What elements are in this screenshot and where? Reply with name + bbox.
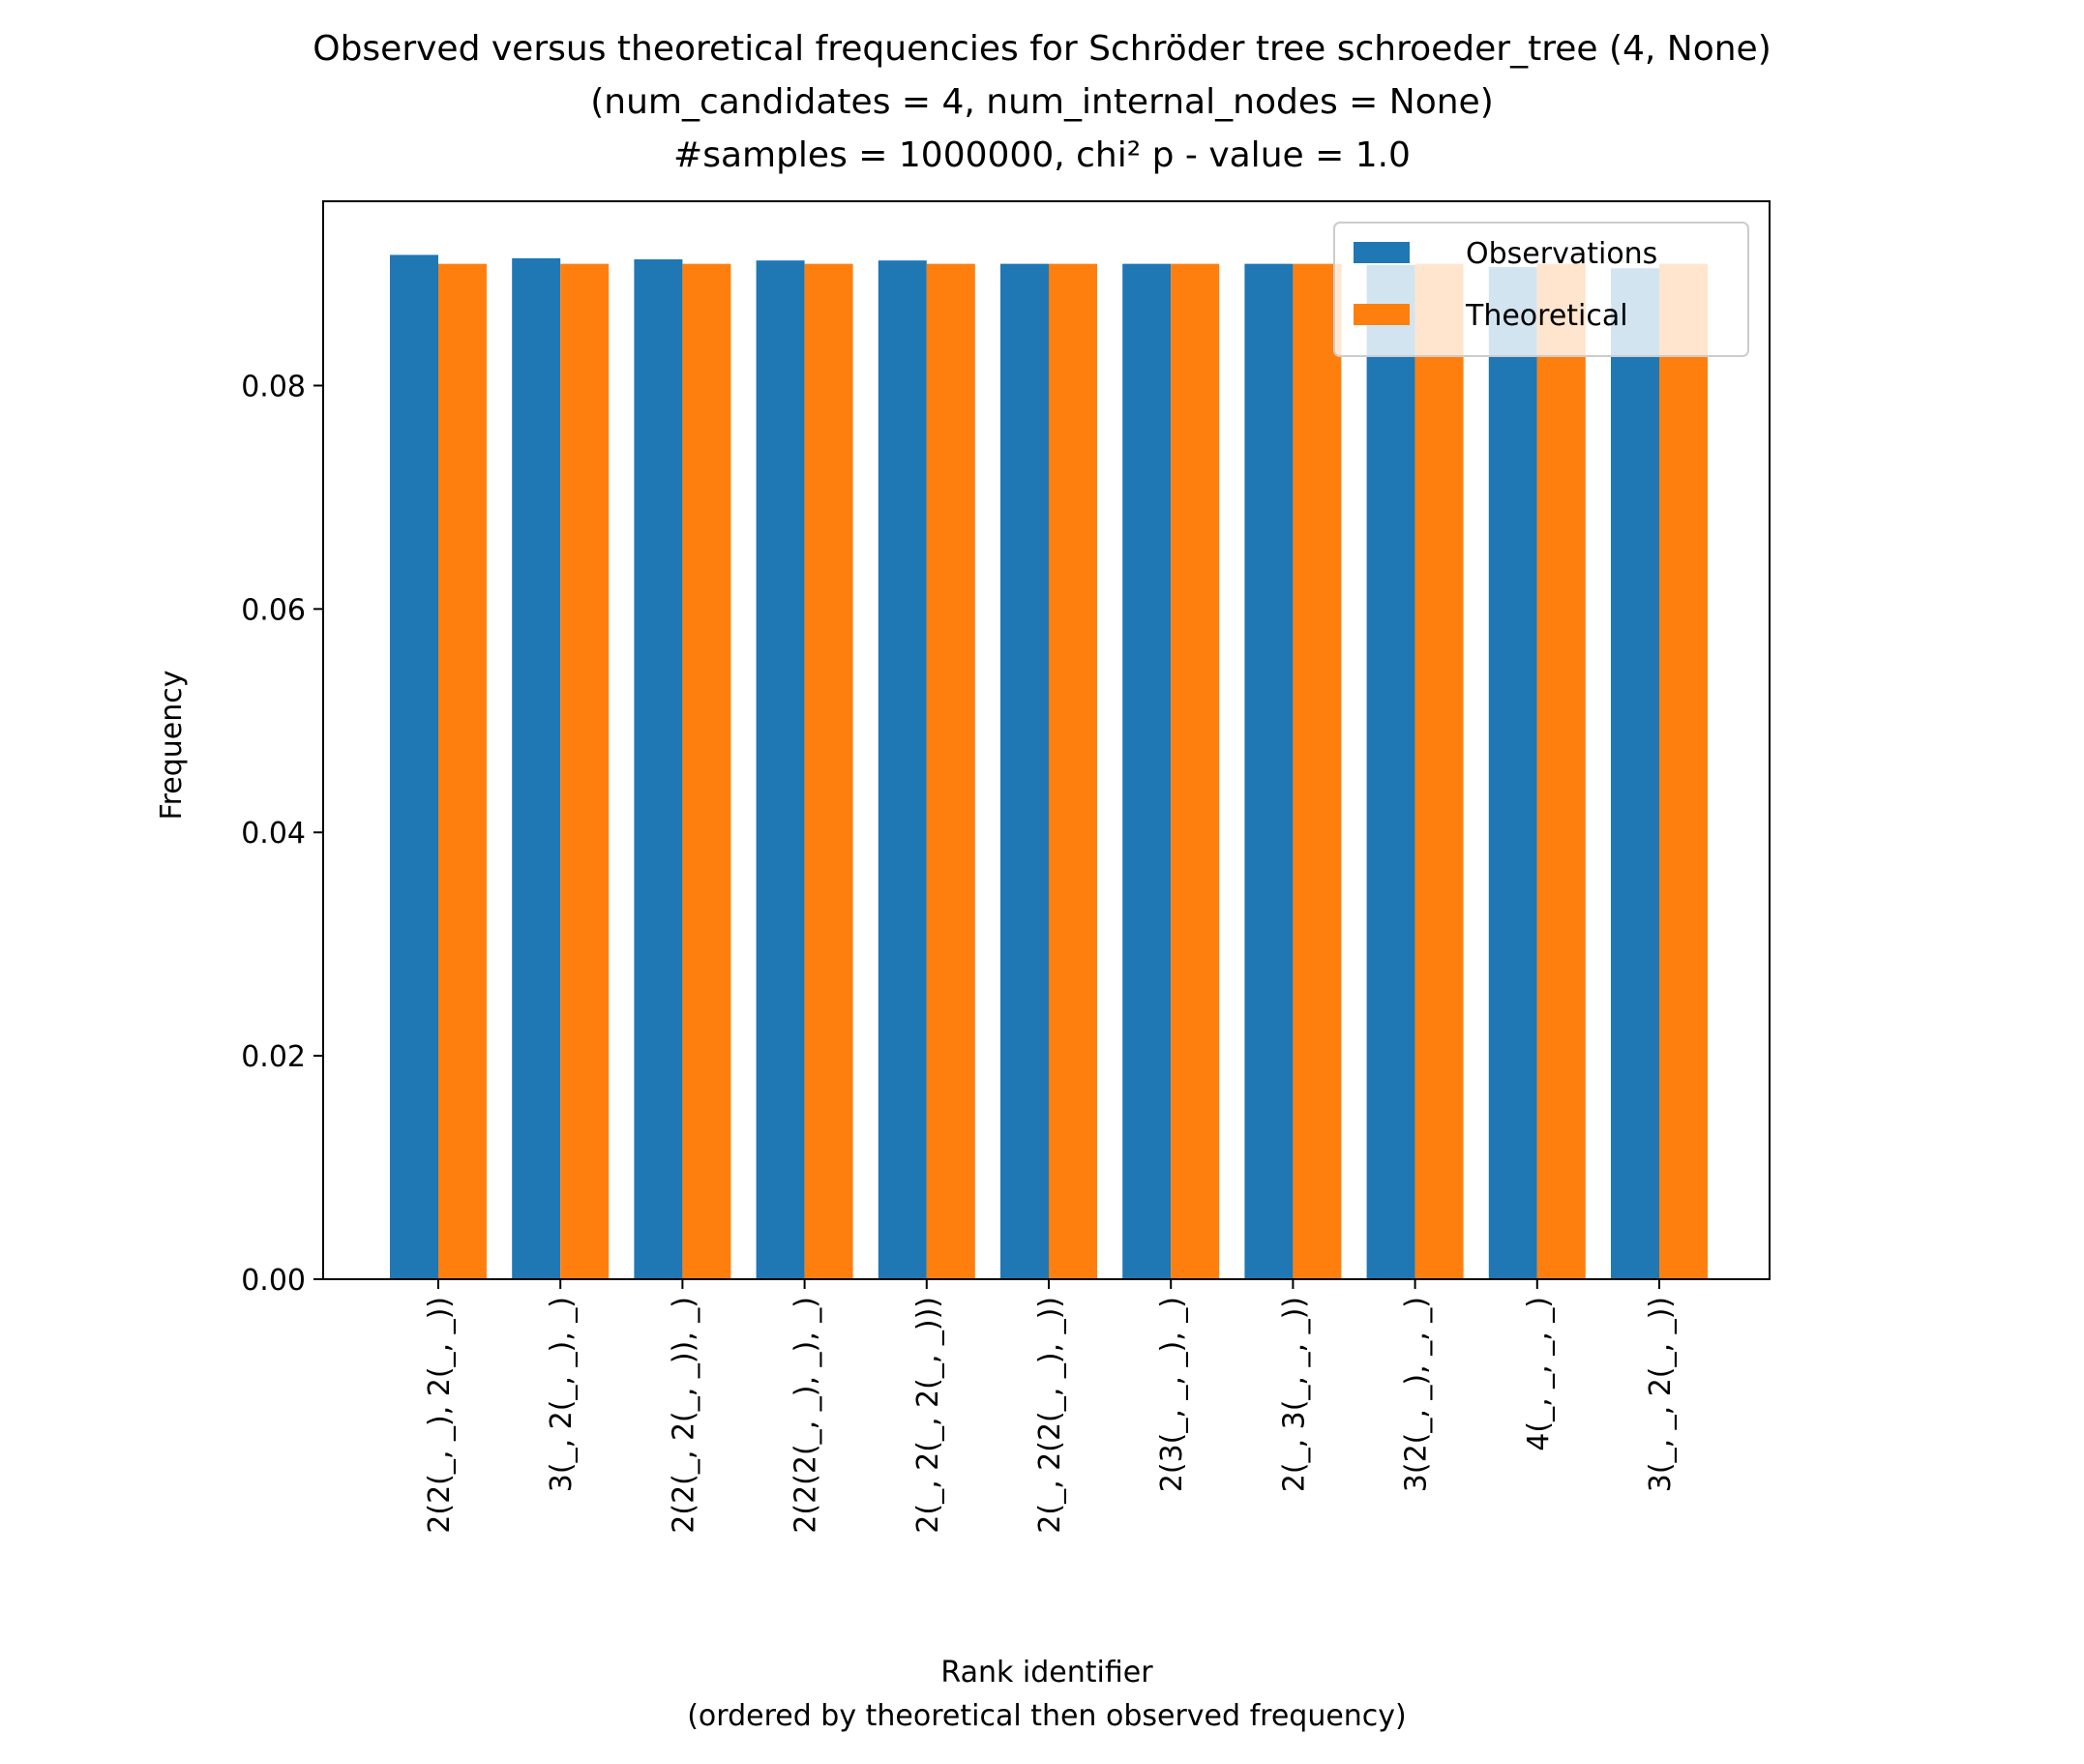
legend-label-observations: Observations xyxy=(1466,237,1657,271)
bar-theoretical-1 xyxy=(560,263,610,1280)
y-tick-label: 0.08 xyxy=(241,370,306,404)
legend: Observations Theoretical xyxy=(1333,222,1749,357)
chart-title-line-1: Observed versus theoretical frequencies … xyxy=(313,29,1771,69)
bar-observations-0 xyxy=(390,254,438,1280)
bar-observations-3 xyxy=(756,260,805,1280)
plot-area-frame xyxy=(322,200,1771,1280)
bar-theoretical-2 xyxy=(682,263,731,1280)
bar-theoretical-10 xyxy=(1659,263,1708,1280)
x-tick-label: 2(_, 2(2(_, _), _)) xyxy=(1033,1297,1067,1534)
y-tick-label: 0.00 xyxy=(241,1264,306,1298)
x-tick-label: 3(_, _, 2(_, _)) xyxy=(1644,1297,1678,1492)
x-tick-label: 2(_, 3(_, _, _)) xyxy=(1277,1297,1311,1492)
bar-observations-1 xyxy=(512,257,561,1279)
bar-observations-8 xyxy=(1366,264,1415,1279)
bar-theoretical-3 xyxy=(804,263,853,1280)
legend-box xyxy=(1333,222,1749,357)
bar-observations-5 xyxy=(1000,263,1049,1280)
legend-label-theoretical: Theoretical xyxy=(1465,299,1628,333)
chart-title: Observed versus theoretical frequencies … xyxy=(313,29,1771,175)
bar-theoretical-9 xyxy=(1536,263,1586,1280)
bar-observations-9 xyxy=(1488,267,1537,1279)
bar-observations-4 xyxy=(878,260,927,1280)
bar-observations-7 xyxy=(1244,263,1294,1280)
x-tick-label: 2(2(_, 2(_, _)), _) xyxy=(667,1297,700,1534)
y-tick-label: 0.02 xyxy=(241,1040,306,1074)
x-tick-label: 2(2(2(_, _), _), _) xyxy=(789,1297,823,1534)
legend-swatch-theoretical xyxy=(1354,304,1410,325)
x-tick-label: 2(3(_, _, _), _) xyxy=(1155,1297,1189,1492)
y-axis-label: Frequency xyxy=(155,671,189,821)
x-axis-ticks: 2(2(_, _), 2(_, _)) 3(_, 2(_, _), _) 2(2(_… xyxy=(423,1279,1678,1534)
bar-theoretical-5 xyxy=(1049,263,1097,1280)
chart-title-line-2: (num_candidates = 4, num_internal_nodes … xyxy=(590,82,1494,122)
chart-title-line-3: #samples = 1000000, chi² p - value = 1.0 xyxy=(673,135,1411,175)
bar-observations-10 xyxy=(1611,268,1659,1279)
x-axis-label-line-2: (ordered by theoretical then observed fr… xyxy=(687,1699,1407,1733)
y-axis-ticks: 0.00 0.02 0.04 0.06 0.08 xyxy=(241,370,323,1298)
bar-theoretical-0 xyxy=(438,263,487,1280)
x-axis-label-line-1: Rank identifier xyxy=(940,1656,1153,1689)
bars-layer xyxy=(390,254,1708,1280)
x-tick-label: 4(_, _, _, _) xyxy=(1522,1297,1556,1451)
x-tick-label: 2(_, 2(_, 2(_, _))) xyxy=(911,1297,945,1534)
bar-theoretical-8 xyxy=(1414,263,1464,1280)
x-tick-label: 3(_, 2(_, _), _) xyxy=(545,1297,579,1492)
bar-observations-2 xyxy=(634,259,683,1279)
bar-theoretical-6 xyxy=(1171,263,1220,1280)
bar-observations-6 xyxy=(1122,263,1172,1280)
y-tick-label: 0.04 xyxy=(241,817,306,851)
legend-swatch-observations xyxy=(1354,242,1410,263)
y-tick-label: 0.06 xyxy=(241,593,306,627)
bar-theoretical-4 xyxy=(926,263,975,1280)
x-tick-label: 3(2(_, _), _, _) xyxy=(1400,1297,1434,1492)
x-tick-label: 2(2(_, _), 2(_, _)) xyxy=(423,1297,457,1534)
bar-theoretical-7 xyxy=(1293,263,1342,1280)
